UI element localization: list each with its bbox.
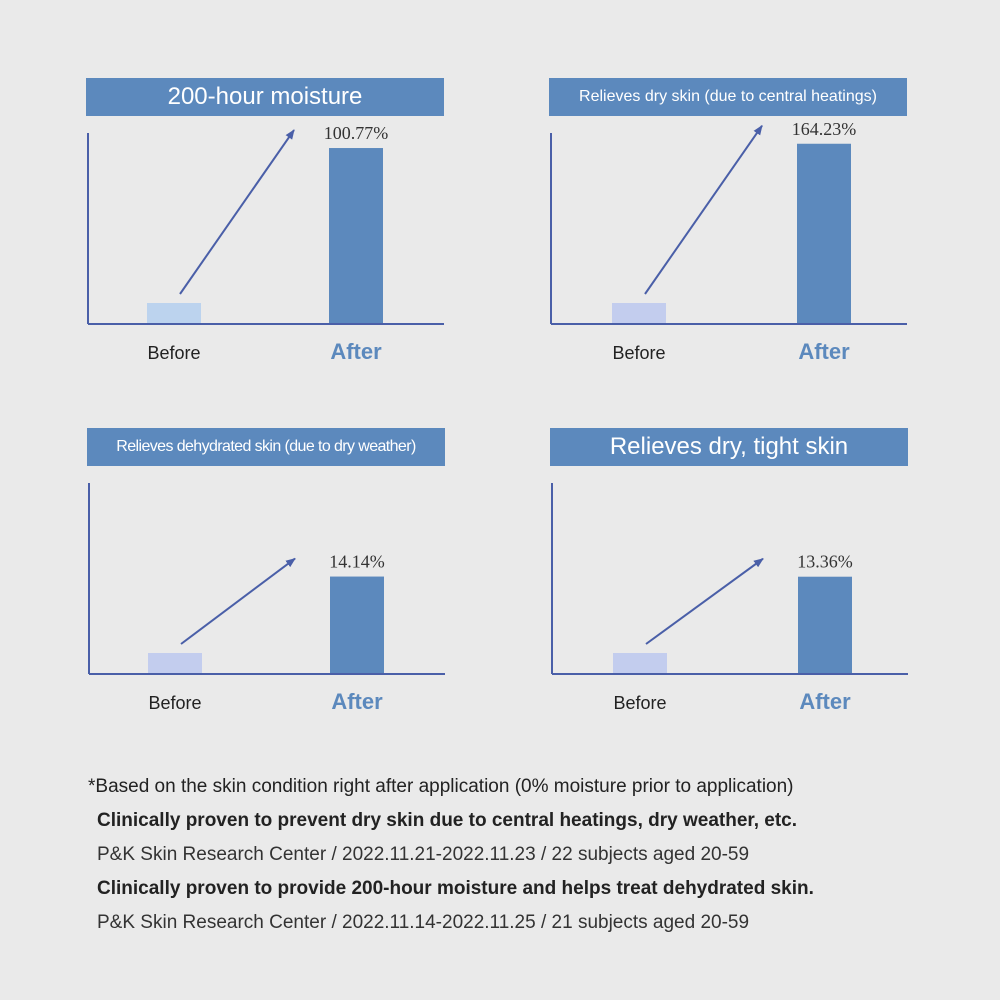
x-tick-label-before: Before — [612, 343, 665, 363]
data-label-after: 14.14% — [329, 552, 385, 572]
data-label-after: 100.77% — [324, 123, 389, 143]
bar-after — [797, 143, 851, 323]
bar-before — [613, 653, 667, 673]
chart-svg: 14.14% Before After — [88, 483, 445, 714]
chart-title: Relieves dry, tight skin — [550, 428, 908, 466]
chart-title: Relieves dry skin (due to central heatin… — [549, 78, 907, 116]
chart-title: Relieves dehydrated skin (due to dry wea… — [87, 428, 445, 466]
footnotes: *Based on the skin condition right after… — [88, 776, 918, 946]
increase-arrow-icon — [644, 124, 763, 295]
bar-before — [147, 303, 201, 323]
x-tick-label-after: After — [331, 689, 383, 714]
study-info-moisture: P&K Skin Research Center / 2022.11.14-20… — [97, 912, 750, 933]
bar-before — [612, 303, 666, 323]
bar-after — [798, 576, 852, 673]
chart-panel-central-heating: Relieves dry skin (due to central heatin… — [549, 78, 909, 378]
chart-title: 200-hour moisture — [86, 78, 444, 116]
increase-arrow-icon — [180, 557, 296, 645]
bar-after — [330, 576, 384, 673]
bar-after — [329, 148, 383, 323]
x-tick-label-after: After — [330, 339, 382, 364]
chart-panel-moisture: 200-hour moisture 100.77% Before After — [86, 78, 446, 378]
data-label-after: 164.23% — [792, 119, 857, 139]
increase-arrow-icon — [179, 129, 295, 295]
bar-before — [148, 653, 202, 673]
claim-moisture: Clinically proven to provide 200-hour mo… — [97, 878, 814, 899]
footnote-basis: *Based on the skin condition right after… — [88, 776, 794, 797]
chart-svg: 100.77% Before After — [87, 123, 444, 364]
chart-svg: 164.23% Before After — [550, 119, 907, 364]
chart-panel-tight-skin: Relieves dry, tight skin 13.36% Before Aft… — [550, 428, 910, 728]
x-tick-label-before: Before — [148, 693, 201, 713]
x-tick-label-after: After — [799, 689, 851, 714]
x-tick-label-before: Before — [613, 693, 666, 713]
data-label-after: 13.36% — [797, 552, 853, 572]
x-tick-label-after: After — [798, 339, 850, 364]
chart-panel-dehydrated: Relieves dehydrated skin (due to dry wea… — [87, 428, 447, 728]
chart-svg: 13.36% Before After — [551, 483, 908, 714]
claim-dry-skin: Clinically proven to prevent dry skin du… — [97, 810, 798, 831]
study-info-dry-skin: P&K Skin Research Center / 2022.11.21-20… — [97, 844, 750, 865]
x-tick-label-before: Before — [147, 343, 200, 363]
increase-arrow-icon — [645, 557, 764, 645]
